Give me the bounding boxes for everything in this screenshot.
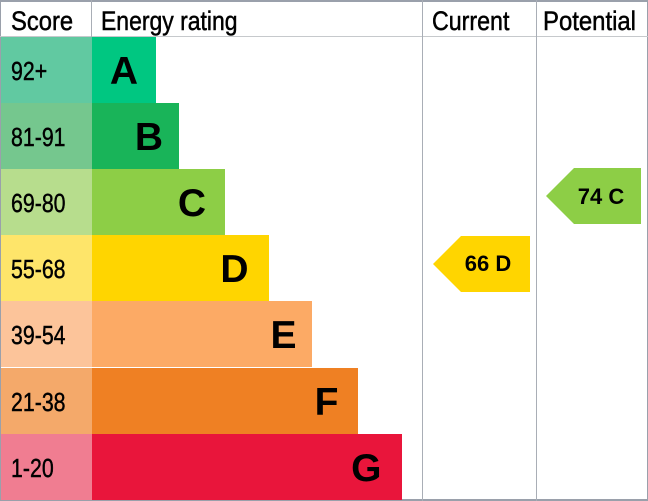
svg-text:66 D: 66 D — [465, 251, 511, 276]
svg-text:74 C: 74 C — [578, 185, 625, 210]
